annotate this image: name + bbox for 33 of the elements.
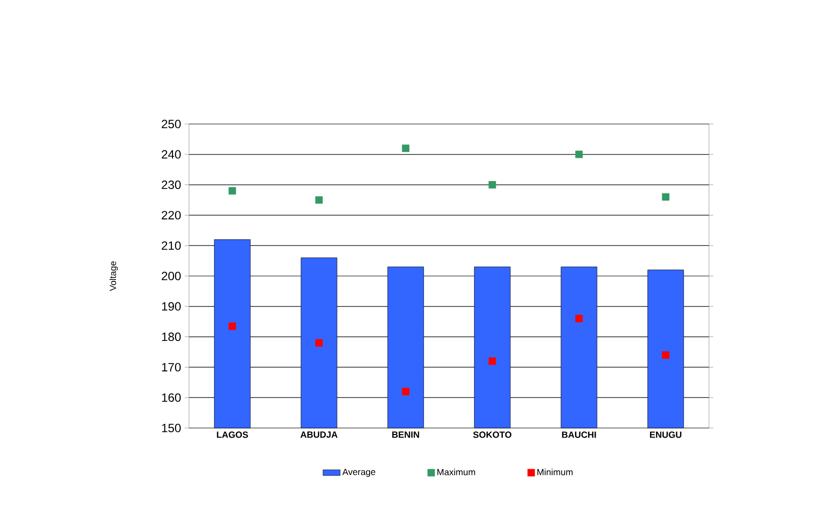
y-tick-label: 190 — [162, 302, 181, 311]
x-tick-label: ABUDJA — [300, 432, 338, 438]
y-axis-title: Voltage — [109, 261, 118, 291]
y-tick-label: 220 — [162, 210, 181, 220]
y-tick-label: 230 — [162, 180, 181, 190]
x-tick-label: BAUCHI — [562, 432, 596, 438]
point — [228, 187, 236, 195]
legend-label: Maximum — [437, 468, 476, 476]
legend-label: Average — [342, 468, 376, 477]
point — [402, 388, 410, 396]
x-tick-label: ENUGU — [650, 432, 682, 438]
point — [228, 322, 236, 330]
y-tick-label: 180 — [162, 332, 181, 342]
point — [315, 196, 323, 204]
y-tick-label: 240 — [162, 150, 181, 159]
point — [488, 357, 496, 365]
point — [402, 144, 410, 152]
x-tick-label: BENIN — [392, 432, 420, 438]
y-tick-label: 250 — [162, 120, 181, 128]
legend-label: Minimum — [537, 468, 573, 476]
x-tick-label: SOKOTO — [473, 432, 512, 438]
y-tick-label: 170 — [162, 362, 181, 372]
point — [488, 181, 496, 188]
point — [315, 339, 323, 347]
x-tick-label: LAGOS — [216, 432, 248, 438]
point — [662, 193, 670, 201]
y-tick-label: 210 — [162, 241, 181, 250]
point — [662, 351, 670, 359]
y-tick-label: 150 — [162, 424, 181, 432]
point — [575, 150, 583, 158]
y-tick-label: 160 — [162, 393, 181, 402]
point — [575, 314, 583, 322]
y-tick-label: 200 — [162, 272, 181, 280]
